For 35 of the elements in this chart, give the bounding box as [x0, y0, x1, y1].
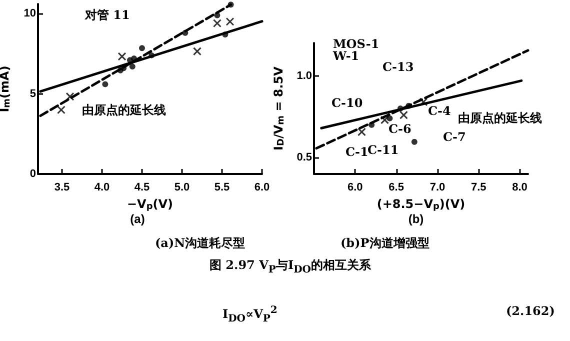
annotation: MOS-1 [333, 37, 380, 51]
annotation: 由原点的延长线 [82, 103, 166, 117]
y-tick-label: 5 [30, 88, 36, 100]
x-tick-label: 8.0 [512, 182, 528, 194]
y-tick-label: 1.0 [296, 70, 312, 82]
annotation: C-1 [346, 145, 368, 159]
text: (b) [408, 212, 424, 226]
x-tick-label: 5.0 [174, 182, 190, 194]
x-tick-label: 3.5 [54, 182, 70, 194]
x-tick-label: 7.0 [430, 182, 446, 194]
annotation: W-1 [333, 49, 360, 63]
x-tick-label: 5.5 [214, 182, 230, 194]
y-axis-title: ID/Vm = 8.5V [271, 66, 286, 150]
text: (b)P沟道增强型 [340, 236, 430, 250]
x-tick-label: 6.0 [254, 182, 270, 194]
y-tick-label: 0.5 [296, 152, 312, 164]
x-tick-label: 6.0 [348, 182, 363, 194]
x-tick-label: 7.5 [470, 182, 486, 194]
annotation: C-4 [428, 104, 451, 118]
text: (a)N沟道耗尽型 [155, 236, 246, 250]
text: (2.162) [506, 304, 555, 318]
y-tick-label: 0 [30, 168, 36, 180]
annotation: 由原点的延长线 [458, 111, 542, 125]
y-tick-label: 10 [24, 8, 36, 20]
caption: 图 2.97 V$_{P}$与I$_{DO}$的相互关系 [210, 258, 371, 278]
annotation: C-7 [443, 130, 466, 144]
text: (a) [130, 212, 145, 226]
x-tick-label: 4.5 [134, 182, 150, 194]
annotation: 对管 11 [85, 8, 130, 22]
annotation: C-10 [332, 96, 363, 110]
x-tick-label: 4.0 [94, 182, 110, 194]
x-tick-label: 6.5 [388, 182, 404, 194]
annotation: C-13 [382, 60, 414, 74]
annotation: C-6 [388, 122, 412, 136]
annotation: C-11 [368, 143, 399, 157]
